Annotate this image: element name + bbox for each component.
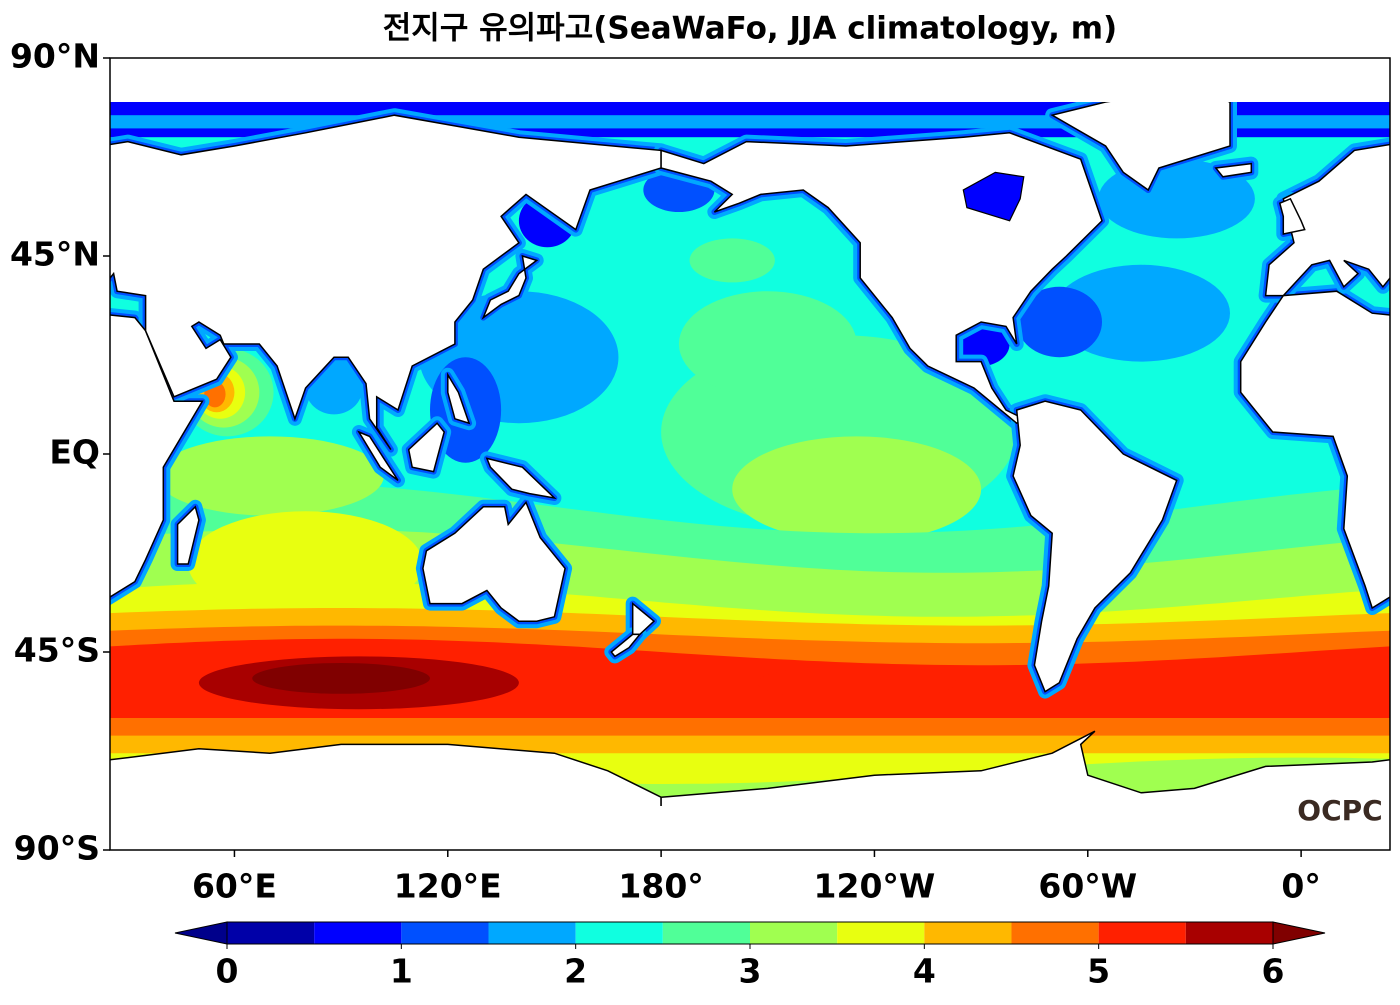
- colorbar-box: [314, 922, 402, 944]
- y-tick-label: 45°S: [14, 631, 100, 670]
- hudson-bay: [962, 171, 1025, 222]
- no-data-south: [110, 806, 1390, 850]
- land-mass: [481, 254, 539, 320]
- title: 전지구 유의파고(SeaWaFo, JJA climatology, m): [383, 11, 1117, 47]
- land-mass: [407, 422, 446, 473]
- field-blob: [732, 436, 982, 542]
- field-blob: [689, 238, 775, 283]
- colorbar-box: [401, 922, 489, 944]
- colorbar-tick-label: 6: [1262, 952, 1285, 991]
- colorbar-box: [1185, 922, 1273, 944]
- land-mass: [357, 430, 399, 482]
- coastal-shelf: [0, 199, 25, 234]
- y-tick-label: 45°N: [10, 235, 100, 274]
- land-mass: [610, 633, 642, 658]
- colorbar-box: [750, 922, 838, 944]
- field-blob: [678, 291, 857, 397]
- land-mass: [176, 505, 200, 565]
- colorbar-box: [924, 922, 1012, 944]
- colorbar-tick-label: 5: [1087, 952, 1110, 991]
- x-tick-label: 180°: [618, 867, 703, 906]
- land-mass: [447, 372, 471, 425]
- field-blob: [1016, 286, 1102, 358]
- colorbar-over: [1272, 921, 1326, 945]
- x-tick-label: 0°: [1281, 867, 1320, 906]
- colorbar-under: [174, 921, 228, 945]
- land-mass: [1264, 143, 1390, 297]
- colorbar-box: [1098, 922, 1186, 944]
- land-mass: [0, 199, 25, 234]
- colorbar-box: [837, 922, 925, 944]
- land-mass: [485, 457, 557, 500]
- field-blob: [252, 663, 430, 694]
- x-tick-label: 120°W: [814, 867, 936, 906]
- colorbar-tick-label: 0: [216, 952, 239, 991]
- land-mass: [110, 114, 662, 451]
- colorbar-box: [488, 922, 576, 944]
- land-mass: [1239, 290, 1390, 610]
- field-blob: [188, 511, 423, 617]
- x-tick-label: 60°W: [1038, 867, 1137, 906]
- y-tick-label: EQ: [49, 433, 100, 472]
- x-tick-label: 60°E: [192, 867, 277, 906]
- land: [0, 58, 1390, 850]
- colorbar-tick-label: 1: [390, 952, 413, 991]
- colorbar-tick-label: 4: [913, 952, 936, 991]
- land-mass: [110, 314, 204, 598]
- y-tick-label: 90°N: [10, 37, 100, 76]
- field-blob: [156, 436, 384, 516]
- colorbar: 0 1 2 3 4 5 6: [174, 921, 1326, 991]
- coastal-shelf: [0, 199, 25, 234]
- land-mass: [1214, 162, 1253, 178]
- colorbar-tick-label: 3: [739, 952, 762, 991]
- land-mass: [422, 500, 566, 622]
- logo: OCPC: [1297, 794, 1382, 827]
- colorbar-tick-label: 2: [564, 952, 587, 991]
- colorbar-box: [1011, 922, 1099, 944]
- field-blob: [757, 665, 957, 701]
- land-mass: [1012, 400, 1178, 693]
- colorbar-box: [575, 922, 663, 944]
- y-tick-label: 90°S: [14, 829, 100, 868]
- x-tick-label: 120°E: [394, 867, 502, 906]
- land-mass: [1278, 197, 1306, 235]
- colorbar-box: [227, 922, 315, 944]
- axes: 90°N 45°N EQ 45°S 90°S 60°E 120°E 180° 120°W 60°W…: [10, 37, 1321, 906]
- colorbar-box: [662, 922, 750, 944]
- no-data-north: [110, 58, 1390, 102]
